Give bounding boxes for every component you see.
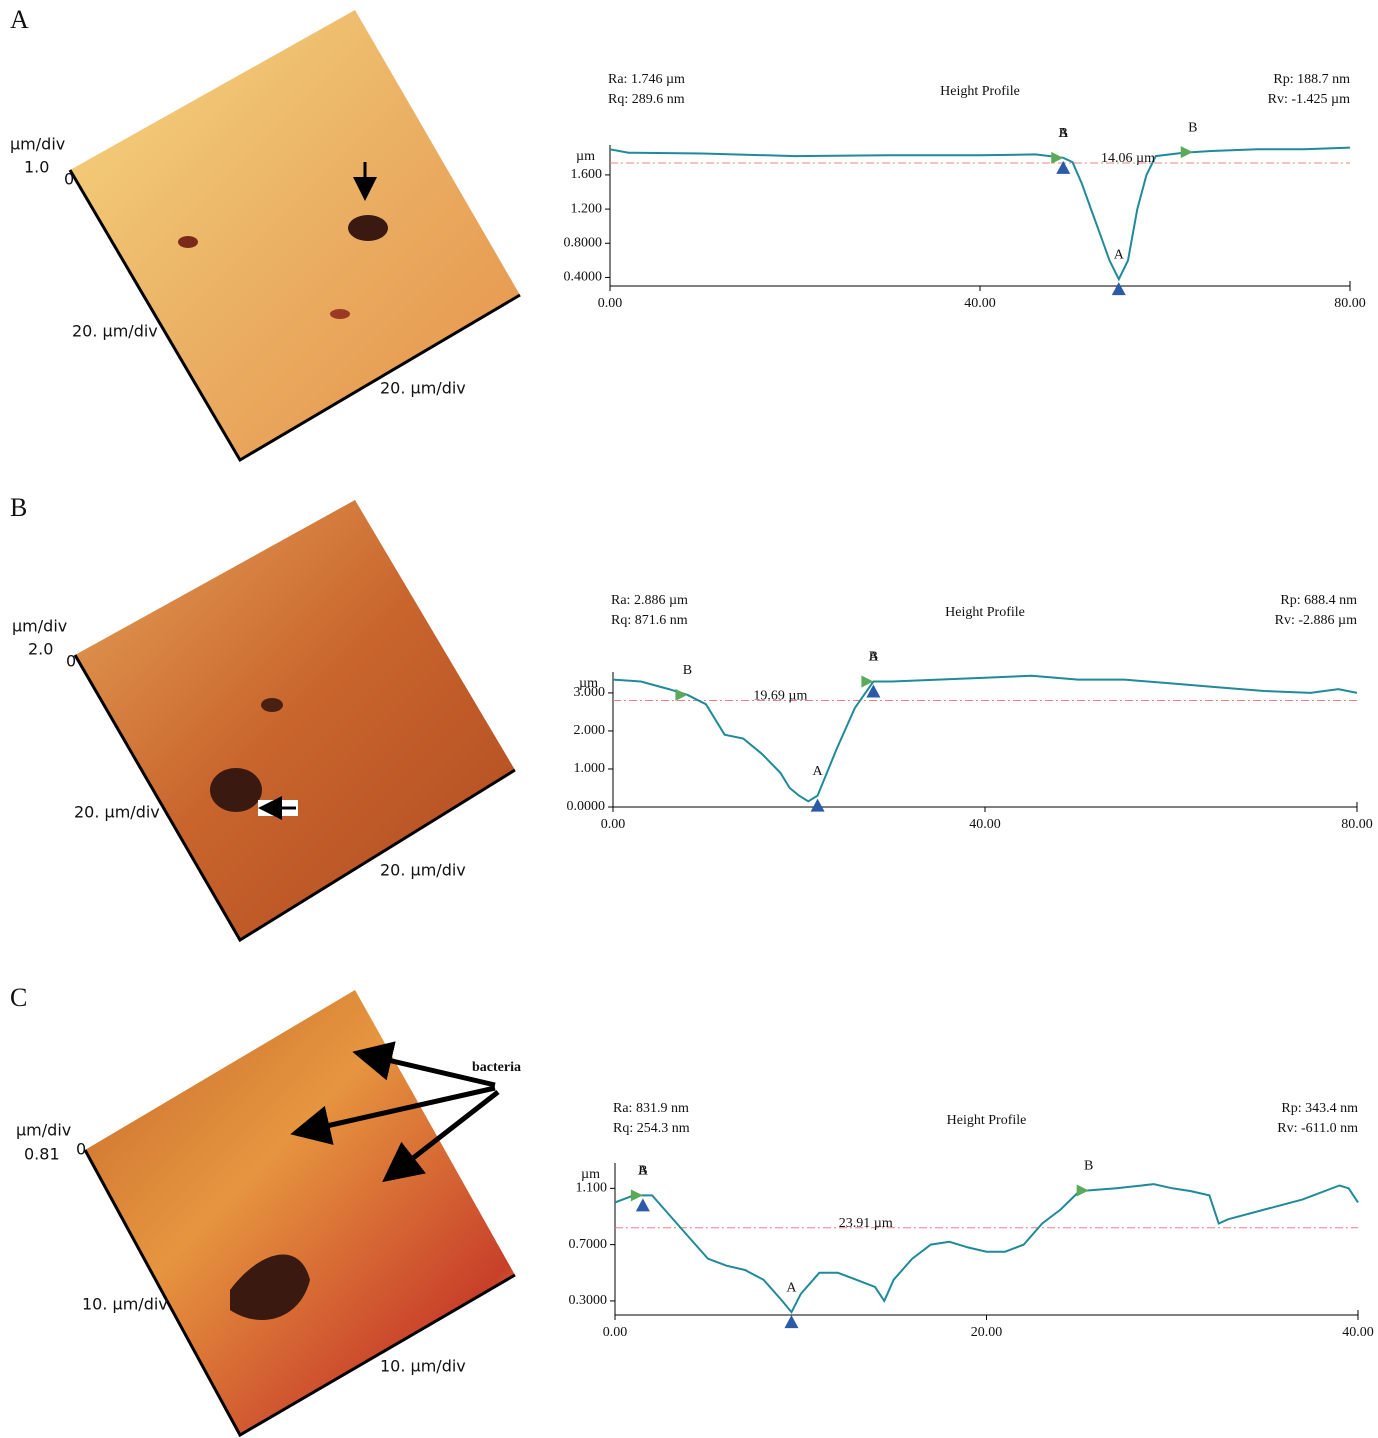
profile-line <box>612 674 1358 803</box>
origin: 0 <box>66 652 76 671</box>
measurement: 14.06 µm <box>1101 151 1155 166</box>
cursor-label: B <box>1188 120 1197 135</box>
cursor-marker <box>1076 1184 1089 1197</box>
cursor-marker <box>784 1315 799 1329</box>
measurement: 19.69 µm <box>753 689 807 704</box>
cursor-label: A <box>1058 126 1069 141</box>
measurement: 23.91 µm <box>839 1216 893 1231</box>
y-tick-label: 1.200 <box>571 201 603 216</box>
x-tick-label: 80.00 <box>1341 817 1373 832</box>
x-tick-label: 40.00 <box>964 296 996 311</box>
panel-label: B <box>10 493 27 522</box>
stat-right: Rv: -2.886 µm <box>1275 613 1357 628</box>
afm-image-c <box>83 990 516 1438</box>
y-scale: 10. µm/div <box>82 1295 168 1314</box>
y-axis-label: µm <box>576 149 595 164</box>
afm-image-a <box>68 10 521 463</box>
y-tick-label: 0.3000 <box>569 1293 608 1308</box>
y-tick-label: 3.000 <box>574 685 606 700</box>
cursor-label: A <box>868 650 879 665</box>
cursor-marker <box>1111 282 1126 296</box>
origin: 0 <box>64 170 74 189</box>
cursor-marker <box>1056 160 1071 174</box>
stat-right: Rp: 343.4 nm <box>1281 1101 1358 1116</box>
y-tick-label: 0.8000 <box>564 235 603 250</box>
cursor-marker <box>675 688 688 701</box>
y-tick-label: 0.0000 <box>567 799 606 814</box>
x-tick-label: 40.00 <box>1342 1325 1374 1340</box>
z-scale: 1.0 <box>24 158 49 177</box>
panel-label: C <box>10 983 27 1012</box>
cursor-marker <box>635 1198 650 1212</box>
x-tick-label: 0.00 <box>603 1325 628 1340</box>
y-tick-label: 2.000 <box>574 723 606 738</box>
cursor-marker <box>866 684 881 698</box>
cursor-label: B <box>683 663 692 678</box>
x-scale: 10. µm/div <box>380 1357 466 1376</box>
y-tick-label: 1.100 <box>576 1181 608 1196</box>
z-unit: µm/div <box>10 135 65 154</box>
stat-left: Rq: 871.6 nm <box>611 613 688 628</box>
chart-title: Height Profile <box>947 1113 1027 1128</box>
x-tick-label: 0.00 <box>601 817 626 832</box>
y-tick-label: 1.000 <box>574 761 606 776</box>
stat-right: Rv: -1.425 µm <box>1268 92 1350 107</box>
panel-label: A <box>10 5 29 34</box>
x-tick-label: 20.00 <box>971 1325 1003 1340</box>
y-tick-label: 0.4000 <box>564 270 603 285</box>
x-scale: 20. µm/div <box>380 861 466 880</box>
y-axis-label: µm <box>579 676 598 691</box>
z-unit: µm/div <box>12 617 67 636</box>
stat-left: Ra: 831.9 nm <box>613 1101 689 1116</box>
cursor-label: B <box>869 650 878 665</box>
callout: bacteria <box>472 1060 521 1075</box>
cursor-marker <box>630 1189 643 1202</box>
cursor-label: A <box>786 1280 797 1295</box>
stat-left: Ra: 1.746 µm <box>608 72 685 87</box>
y-axis-label: µm <box>581 1167 600 1182</box>
y-scale: 20. µm/div <box>74 803 160 822</box>
z-unit: µm/div <box>16 1121 71 1140</box>
x-tick-label: 40.00 <box>969 817 1001 832</box>
origin: 0 <box>76 1140 86 1159</box>
y-tick-label: 0.7000 <box>569 1237 608 1252</box>
stat-left: Ra: 2.886 µm <box>611 593 688 608</box>
x-scale: 20. µm/div <box>380 379 466 398</box>
cursor-label: B <box>1084 1159 1093 1174</box>
profile-line <box>614 1183 1359 1315</box>
z-scale: 2.0 <box>28 640 53 659</box>
x-tick-label: 80.00 <box>1334 296 1366 311</box>
stat-right: Rp: 688.4 nm <box>1280 593 1357 608</box>
x-tick-label: 0.00 <box>598 296 623 311</box>
y-tick-label: 1.600 <box>571 167 603 182</box>
cursor-label: A <box>1114 247 1125 262</box>
cursor-label: A <box>813 764 824 779</box>
cursor-label: B <box>1059 126 1068 141</box>
cursor-marker <box>1180 146 1193 159</box>
cursor-marker <box>1051 151 1064 164</box>
cursor-label: B <box>638 1164 647 1179</box>
stat-right: Rp: 188.7 nm <box>1273 72 1350 87</box>
stat-left: Rq: 289.6 nm <box>608 92 685 107</box>
cursor-label: A <box>638 1164 649 1179</box>
cursor-marker <box>810 798 825 812</box>
afm-image-b <box>73 500 516 943</box>
cursor-marker <box>861 675 874 688</box>
y-scale: 20. µm/div <box>72 322 158 341</box>
chart-title: Height Profile <box>940 84 1020 99</box>
stat-left: Rq: 254.3 nm <box>613 1121 690 1136</box>
profile-line <box>609 146 1351 282</box>
stat-right: Rv: -611.0 nm <box>1277 1121 1358 1136</box>
chart-title: Height Profile <box>945 605 1025 620</box>
z-scale: 0.81 <box>24 1145 60 1164</box>
